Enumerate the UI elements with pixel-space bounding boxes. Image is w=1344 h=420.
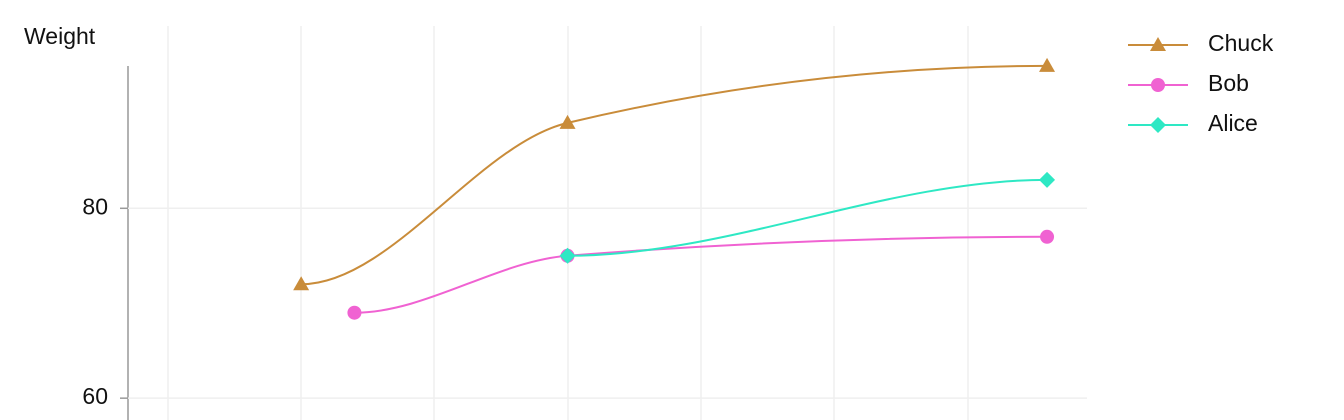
legend-label: Bob xyxy=(1208,70,1249,96)
legend-marker xyxy=(1151,78,1165,92)
legend-marker xyxy=(1150,37,1166,51)
data-point xyxy=(559,247,576,264)
legend-label: Alice xyxy=(1208,110,1258,136)
series-line xyxy=(567,178,1048,257)
y-tick-label: 60 xyxy=(82,383,108,409)
y-axis-label: Weight xyxy=(24,23,96,49)
data-point xyxy=(1040,229,1055,244)
y-tick-label: 80 xyxy=(82,193,108,219)
legend-marker xyxy=(1150,117,1166,133)
series-line xyxy=(301,64,1048,286)
x-grid xyxy=(167,26,969,420)
data-point xyxy=(1039,57,1056,72)
legend-label: Chuck xyxy=(1208,30,1274,56)
data-point xyxy=(293,276,310,291)
data-point xyxy=(1039,171,1056,188)
series-line xyxy=(354,235,1048,314)
data-point xyxy=(347,305,362,320)
data-point xyxy=(559,114,576,129)
